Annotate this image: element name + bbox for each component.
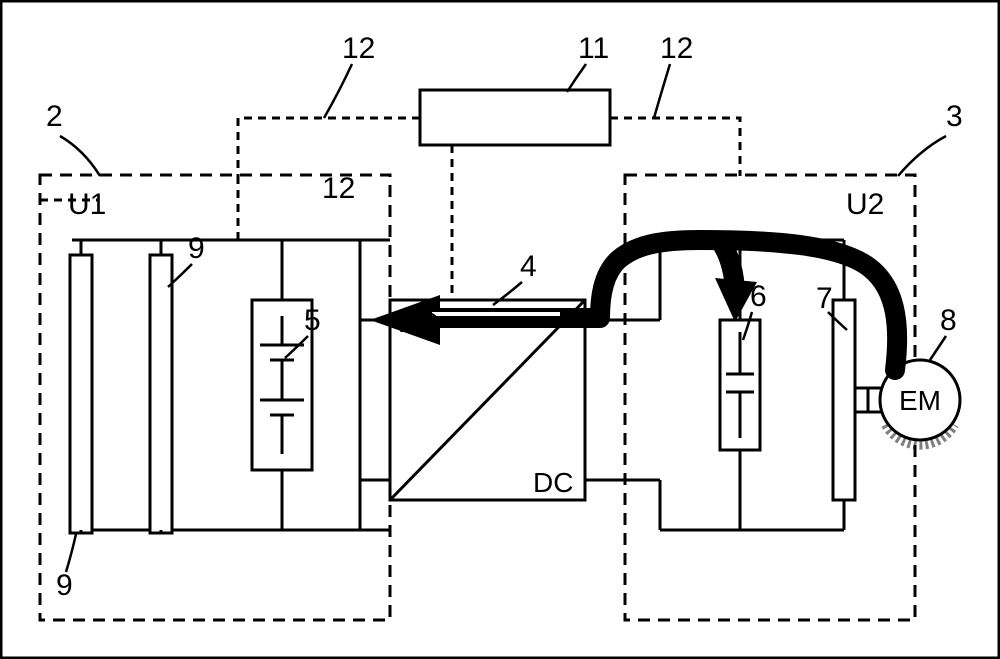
callout-9b: 9 bbox=[56, 569, 73, 602]
comm-line-12-left bbox=[238, 118, 420, 176]
inverter-7 bbox=[833, 300, 855, 500]
comm-line-12-right bbox=[610, 118, 740, 176]
callout-12c: 12 bbox=[322, 172, 355, 205]
callout-2: 2 bbox=[46, 100, 63, 133]
controller-11 bbox=[420, 90, 610, 145]
callout-3: 3 bbox=[946, 100, 963, 133]
callout-4: 4 bbox=[520, 250, 537, 283]
label-u1: U1 bbox=[68, 188, 106, 221]
schematic-diagram: U1 U2 DC DC EM 2 3 11 12 12 12 4 5 6 7 8… bbox=[0, 0, 1000, 659]
callout-7: 7 bbox=[816, 282, 833, 315]
callout-5: 5 bbox=[304, 304, 321, 337]
load-9-right bbox=[150, 255, 172, 533]
label-em: EM bbox=[899, 385, 941, 416]
callout-8: 8 bbox=[940, 304, 957, 337]
callout-6: 6 bbox=[750, 280, 767, 313]
label-u2: U2 bbox=[846, 188, 884, 221]
callout-9a: 9 bbox=[188, 232, 205, 265]
load-9-left bbox=[70, 255, 92, 533]
callout-12a: 12 bbox=[342, 32, 375, 65]
battery-5 bbox=[252, 240, 312, 530]
callout-12b: 12 bbox=[660, 32, 693, 65]
label-dc-right: DC bbox=[533, 467, 573, 498]
label-dc-left: DC bbox=[398, 307, 438, 338]
callout-11: 11 bbox=[578, 32, 609, 65]
